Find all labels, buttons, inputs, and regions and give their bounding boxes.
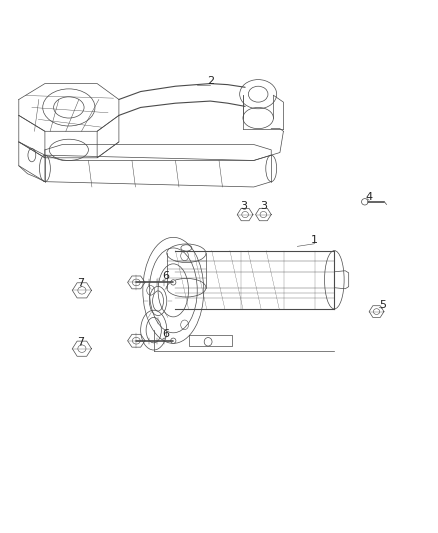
Ellipse shape — [171, 338, 176, 343]
Ellipse shape — [361, 199, 368, 205]
Text: 3: 3 — [260, 200, 267, 211]
Text: 4: 4 — [366, 191, 373, 201]
Text: 7: 7 — [77, 337, 84, 347]
Text: 3: 3 — [240, 200, 247, 211]
Text: 5: 5 — [379, 300, 386, 310]
Text: 6: 6 — [162, 271, 170, 281]
Ellipse shape — [171, 280, 176, 285]
Text: 7: 7 — [77, 278, 84, 288]
Text: 6: 6 — [162, 329, 170, 339]
Text: 1: 1 — [311, 235, 318, 245]
Text: 2: 2 — [207, 76, 214, 86]
